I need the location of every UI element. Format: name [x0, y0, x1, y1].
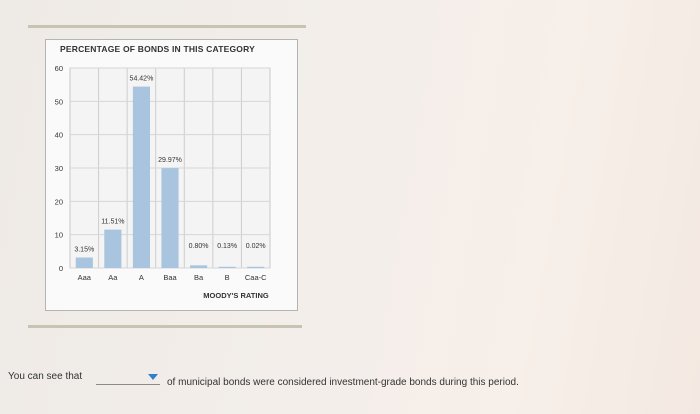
x-tick-label: Aa [108, 273, 118, 282]
y-tick-label: 20 [55, 197, 63, 206]
bottom-divider [28, 325, 302, 328]
x-tick-label: A [139, 273, 144, 282]
top-divider [28, 25, 306, 28]
x-tick-label: Aaa [78, 273, 92, 282]
bar [161, 168, 179, 268]
x-tick-label: B [225, 273, 230, 282]
data-label: 0.02% [246, 243, 266, 250]
y-tick-label: 50 [55, 97, 63, 106]
y-tick-labels: 0 10 20 30 40 50 60 [55, 64, 63, 273]
bar [247, 266, 265, 268]
x-tick-label: Ba [194, 273, 204, 282]
answer-dropdown[interactable] [96, 371, 160, 385]
data-label: 11.51% [101, 219, 124, 226]
y-tick-label: 0 [59, 264, 63, 273]
y-tick-label: 30 [55, 164, 63, 173]
y-tick-label: 10 [55, 231, 63, 240]
bar [104, 229, 122, 268]
data-labels: 3.15% 11.51% 54.42% 29.97% 0.80% 0.13% 0.02% [74, 76, 265, 254]
data-label: 0.13% [217, 243, 237, 250]
data-label: 3.15% [74, 247, 94, 254]
data-label: 54.42% [130, 76, 154, 83]
chart-title: PERCENTAGE OF BONDS IN THIS CATEGORY [60, 44, 255, 54]
y-tick-label: 60 [55, 64, 63, 73]
question-prompt: You can see that [8, 371, 83, 382]
data-label: 0.80% [189, 243, 209, 250]
x-tick-label: Caa-C [245, 273, 267, 282]
x-axis-title: MOODY'S RATING [203, 291, 269, 300]
question-text: of municipal bonds were considered inves… [167, 377, 519, 388]
chart-bars [75, 86, 265, 268]
x-tick-labels: Aaa Aa A Baa Ba B Caa-C [78, 273, 268, 282]
bar [218, 266, 236, 268]
chevron-down-icon [148, 374, 158, 380]
bar [75, 257, 93, 268]
bar [132, 86, 150, 268]
x-tick-label: Baa [163, 273, 177, 282]
data-label: 29.97% [158, 157, 182, 164]
y-tick-label: 40 [55, 131, 63, 140]
bar [190, 265, 208, 268]
